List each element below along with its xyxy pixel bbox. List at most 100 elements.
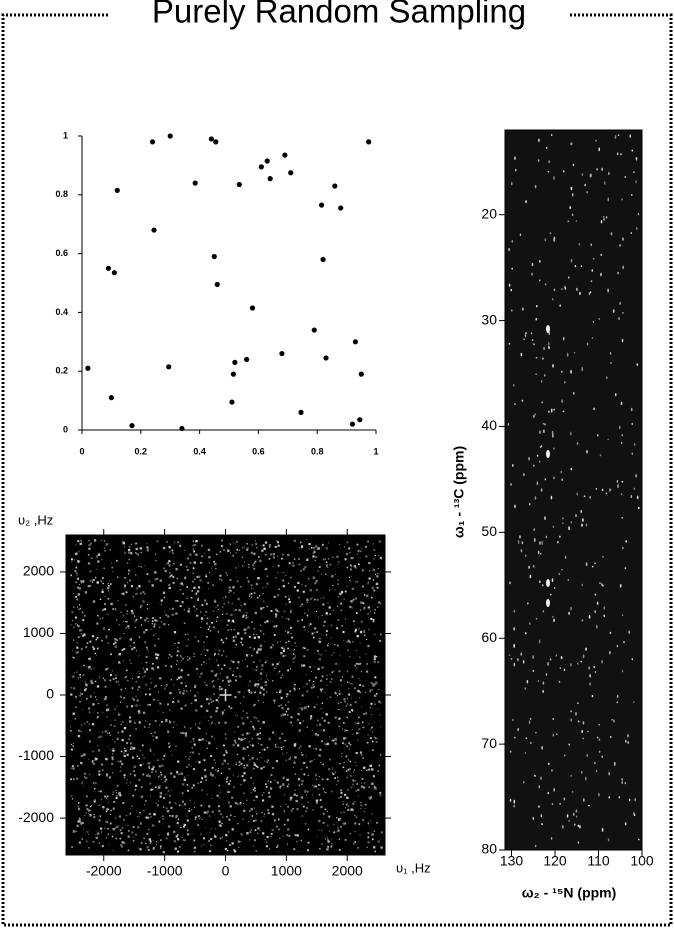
speckle (359, 662, 362, 665)
speckle (275, 596, 277, 598)
speckle (134, 620, 137, 623)
speckle (77, 820, 80, 823)
peak (569, 206, 572, 210)
speckle (251, 744, 254, 747)
speckle (118, 815, 122, 818)
speckle (231, 828, 234, 831)
speckle (84, 591, 88, 594)
speckle (123, 648, 126, 650)
speckle (166, 810, 170, 813)
speckle (143, 631, 146, 634)
speckle (121, 845, 123, 848)
speckle (193, 605, 196, 608)
speckle (94, 652, 97, 655)
speckle (254, 540, 256, 542)
speckle (286, 618, 288, 619)
speckle (247, 755, 249, 757)
speckle (211, 621, 213, 624)
speckle (326, 698, 328, 700)
speckle (301, 619, 303, 621)
speckle (254, 787, 256, 789)
speckle (254, 790, 256, 792)
peak (598, 750, 601, 753)
peak (534, 413, 536, 416)
speckle (87, 553, 90, 556)
speckle (101, 831, 103, 833)
peak (598, 738, 601, 741)
speckle (186, 597, 188, 599)
speckle (128, 551, 131, 554)
speckle (303, 773, 306, 776)
speckle (161, 621, 163, 623)
speckle (110, 653, 112, 656)
speckle (340, 795, 342, 798)
speckle (245, 617, 248, 619)
speckle (115, 677, 117, 680)
speckle (134, 788, 137, 791)
speckle (371, 684, 374, 686)
speckle (247, 689, 251, 692)
speckle (334, 574, 336, 575)
speckle (318, 793, 321, 796)
speckle (172, 727, 174, 729)
speckle (132, 839, 135, 842)
speckle (109, 549, 111, 551)
peak (532, 655, 534, 659)
speckle (325, 612, 328, 615)
speckle (173, 775, 176, 778)
peak (537, 680, 540, 682)
speckle (165, 664, 167, 667)
speckle (255, 850, 257, 852)
speckle (303, 626, 306, 628)
speckle (83, 688, 87, 692)
speckle (98, 675, 100, 677)
speckle (247, 616, 249, 618)
peak (635, 474, 637, 478)
speckle (247, 563, 250, 566)
peak (545, 673, 548, 676)
speckle (327, 845, 329, 848)
speckle (215, 769, 217, 771)
speckle (357, 739, 359, 741)
peak (519, 233, 522, 237)
speckle (326, 778, 329, 781)
speckle (70, 778, 72, 781)
speckle (166, 833, 170, 836)
speckle (101, 731, 104, 734)
peak (633, 701, 635, 703)
speckle (326, 644, 329, 647)
speckle (354, 700, 357, 704)
speckle (366, 846, 368, 849)
speckle (147, 816, 150, 819)
peak (599, 582, 601, 585)
speckle (358, 678, 360, 680)
speckle (78, 604, 81, 606)
speckle (313, 706, 316, 709)
speckle (99, 598, 102, 600)
speckle (195, 539, 198, 543)
speckle (168, 577, 170, 579)
peak (591, 565, 594, 568)
point (323, 355, 329, 361)
speckle (362, 684, 365, 687)
speckle (121, 841, 124, 844)
speckle (171, 607, 174, 611)
speckle (375, 737, 377, 740)
speckle (200, 626, 202, 628)
speckle (122, 721, 124, 723)
point (111, 270, 117, 276)
speckle (83, 753, 86, 756)
speckle (148, 773, 150, 775)
speckle (196, 575, 199, 578)
peak (598, 723, 600, 726)
point (114, 187, 120, 193)
speckle (208, 720, 210, 722)
peak (627, 740, 630, 745)
speckle (295, 646, 297, 648)
speckle (183, 576, 187, 580)
speckle (119, 829, 122, 832)
speckle (189, 562, 192, 564)
speckle (76, 646, 79, 649)
peak (596, 434, 599, 437)
speckle (123, 774, 126, 777)
